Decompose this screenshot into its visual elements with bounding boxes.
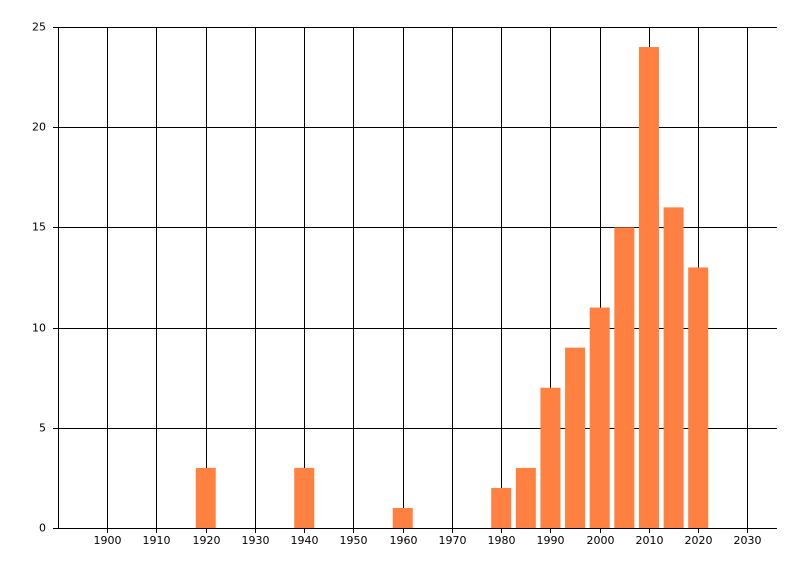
x-tick-label: 1990 [537,534,565,547]
x-tick-label: 1950 [340,534,368,547]
bar [614,227,635,528]
x-tick-label: 1970 [439,534,467,547]
bar [688,267,709,528]
x-tick-label: 1920 [193,534,221,547]
y-tick-label: 0 [39,522,46,535]
x-tick-label: 1900 [94,534,122,547]
y-tick-label: 5 [39,422,46,435]
x-tick-label: 2000 [587,534,615,547]
x-tick-label: 1960 [390,534,418,547]
y-tick-label: 10 [32,322,46,335]
x-tick-label: 2020 [685,534,713,547]
bar [663,207,684,529]
x-tick-label: 2030 [734,534,762,547]
y-tick-label: 15 [32,221,46,234]
bar [392,507,413,528]
bar [589,307,610,528]
bar [565,347,586,528]
bar [294,467,315,528]
bar [491,487,512,528]
x-tick-label: 1910 [143,534,171,547]
bar [195,467,216,528]
y-tick-label: 25 [32,21,46,34]
bar [540,387,561,528]
y-tick-label: 20 [32,121,46,134]
bar [515,467,536,528]
x-tick-label: 1980 [488,534,516,547]
bar [638,47,659,528]
x-tick-label: 1930 [242,534,270,547]
x-tick-label: 2010 [636,534,664,547]
x-tick-label: 1940 [291,534,319,547]
